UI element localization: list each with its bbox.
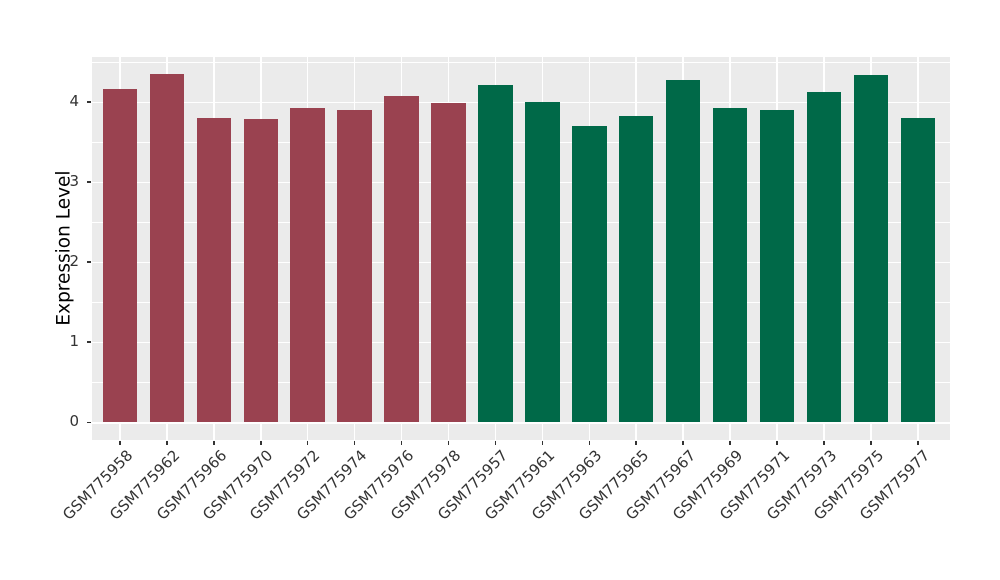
bar xyxy=(759,109,795,422)
bar xyxy=(243,119,279,422)
minor-gridline xyxy=(92,141,950,143)
x-tick-mark xyxy=(166,441,168,445)
bar xyxy=(431,103,466,422)
x-tick-mark xyxy=(682,441,684,445)
bar xyxy=(525,101,560,422)
x-tick-mark xyxy=(494,441,497,445)
y-tick-label: 4 xyxy=(69,91,79,110)
bar xyxy=(618,116,654,422)
y-tick-label: 3 xyxy=(69,171,79,190)
x-tick-mark xyxy=(260,441,262,445)
y-tick-label: 0 xyxy=(69,412,79,431)
x-tick-mark xyxy=(306,441,309,445)
major-gridline xyxy=(92,101,950,104)
x-tick-mark xyxy=(447,441,450,445)
x-tick-mark xyxy=(729,441,731,445)
minor-gridline xyxy=(92,381,950,383)
y-tick-mark xyxy=(87,101,91,103)
bar xyxy=(572,125,607,422)
minor-gridline xyxy=(92,61,950,63)
x-tick-mark xyxy=(588,441,591,445)
y-tick-mark xyxy=(87,421,91,423)
bar xyxy=(853,75,889,422)
y-tick-mark xyxy=(87,181,91,183)
y-tick-mark xyxy=(87,341,91,343)
x-tick-mark xyxy=(776,441,778,445)
x-tick-mark xyxy=(353,441,356,445)
bar xyxy=(337,109,372,422)
major-gridline xyxy=(92,341,950,344)
bar xyxy=(149,74,185,422)
major-gridline xyxy=(92,261,950,264)
minor-gridline xyxy=(92,221,950,223)
bar xyxy=(290,108,325,422)
bar xyxy=(900,118,936,422)
y-tick-label: 2 xyxy=(69,251,79,270)
x-tick-mark xyxy=(541,441,544,445)
x-tick-mark xyxy=(400,441,403,445)
minor-gridline xyxy=(92,301,950,303)
y-tick-mark xyxy=(87,261,91,263)
x-tick-mark xyxy=(213,441,215,445)
y-tick-label: 1 xyxy=(69,332,79,351)
x-tick-mark xyxy=(119,441,121,445)
x-tick-mark xyxy=(917,441,919,445)
x-tick-mark xyxy=(635,441,637,445)
bar xyxy=(806,91,842,422)
plot-panel xyxy=(92,57,950,440)
major-gridline xyxy=(92,422,950,424)
y-axis-title: Expression Level xyxy=(53,170,75,326)
bar xyxy=(102,88,138,422)
major-gridline xyxy=(92,181,950,184)
bar xyxy=(478,84,513,422)
bar xyxy=(196,117,232,422)
bar xyxy=(712,108,748,422)
x-tick-mark xyxy=(823,441,825,445)
x-tick-mark xyxy=(870,441,872,445)
bar xyxy=(665,79,701,422)
bar xyxy=(384,95,419,422)
